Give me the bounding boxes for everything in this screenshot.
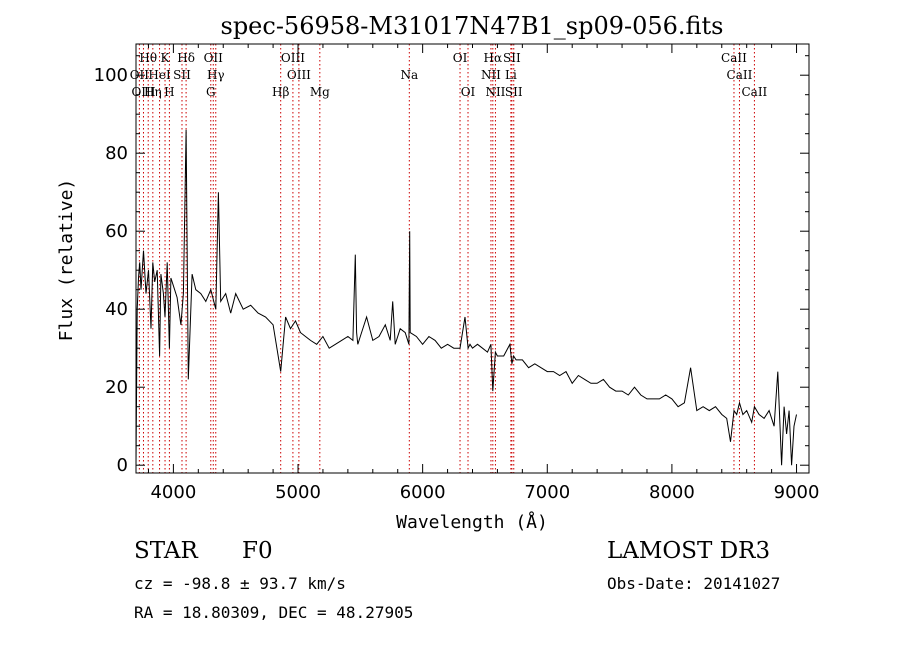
line-marker-label: OIII xyxy=(287,68,311,82)
line-marker-label: H xyxy=(164,85,174,99)
x-tick-label: 8000 xyxy=(649,482,695,503)
survey-name: LAMOST DR3 xyxy=(607,538,771,564)
obs-date-line: Obs-Date: 20141027 xyxy=(607,574,781,593)
y-tick-label: 0 xyxy=(117,455,128,476)
line-marker-label: CaII xyxy=(727,68,753,82)
line-marker-label: K xyxy=(161,51,171,65)
x-tick-label: 9000 xyxy=(774,482,820,503)
line-marker-label: SII xyxy=(505,85,523,99)
x-axis: 4000 5000 6000 7000 8000 9000 xyxy=(147,44,820,503)
y-tick-label: 20 xyxy=(105,377,128,398)
chart-title: spec-56958-M31017N47B1_sp09-056.fits xyxy=(221,12,724,40)
line-marker-label: CaII xyxy=(721,51,747,65)
line-marker-label: NII xyxy=(481,68,501,82)
line-marker-label: NII xyxy=(485,85,505,99)
x-tick-label: 7000 xyxy=(524,482,570,503)
line-marker-label: SII xyxy=(173,68,191,82)
line-marker-label: Hθ xyxy=(139,51,157,65)
plot-frame xyxy=(135,43,810,474)
line-marker-label: OIII xyxy=(281,51,305,65)
y-tick-label: 40 xyxy=(105,299,128,320)
line-marker-label: OIII xyxy=(131,85,155,99)
y-axis: 0 20 40 60 80 100 xyxy=(94,55,809,476)
line-marker-label: Hη xyxy=(144,85,162,99)
line-marker-group xyxy=(138,44,755,473)
line-marker-label: SII xyxy=(503,51,521,65)
line-marker-label: Hα xyxy=(484,51,503,65)
line-marker-label: OI xyxy=(461,85,476,99)
object-class: STAR xyxy=(134,538,198,564)
line-marker-label: OII xyxy=(204,51,224,65)
line-marker-label: Na xyxy=(400,68,418,82)
line-marker-label: G xyxy=(206,85,216,99)
line-marker-label: HeI xyxy=(148,68,171,82)
redshift-line: cz = -98.8 ± 93.7 km/s xyxy=(134,574,346,593)
x-tick-label: 6000 xyxy=(400,482,446,503)
line-marker-label: OI xyxy=(453,51,468,65)
line-marker-label: Hβ xyxy=(272,85,289,99)
y-axis-label: Flux (relative) xyxy=(56,179,77,342)
x-tick-label: 4000 xyxy=(150,482,196,503)
line-marker-label: Li xyxy=(505,68,517,82)
spectrum-line xyxy=(135,129,797,466)
y-tick-label: 80 xyxy=(105,143,128,164)
coordinates-line: RA = 18.80309, DEC = 48.27905 xyxy=(134,603,414,622)
spectrum-series xyxy=(135,129,797,466)
x-tick-label: 5000 xyxy=(275,482,321,503)
y-tick-label: 100 xyxy=(94,65,128,86)
y-tick-label: 60 xyxy=(105,221,128,242)
line-marker-label: CaII xyxy=(741,85,767,99)
line-marker-label: Hγ xyxy=(207,68,225,82)
x-axis-label: Wavelength (Å) xyxy=(396,511,548,533)
line-marker-label: Mg xyxy=(310,85,330,99)
line-marker-label: Hδ xyxy=(177,51,195,65)
object-subclass: F0 xyxy=(242,538,273,564)
